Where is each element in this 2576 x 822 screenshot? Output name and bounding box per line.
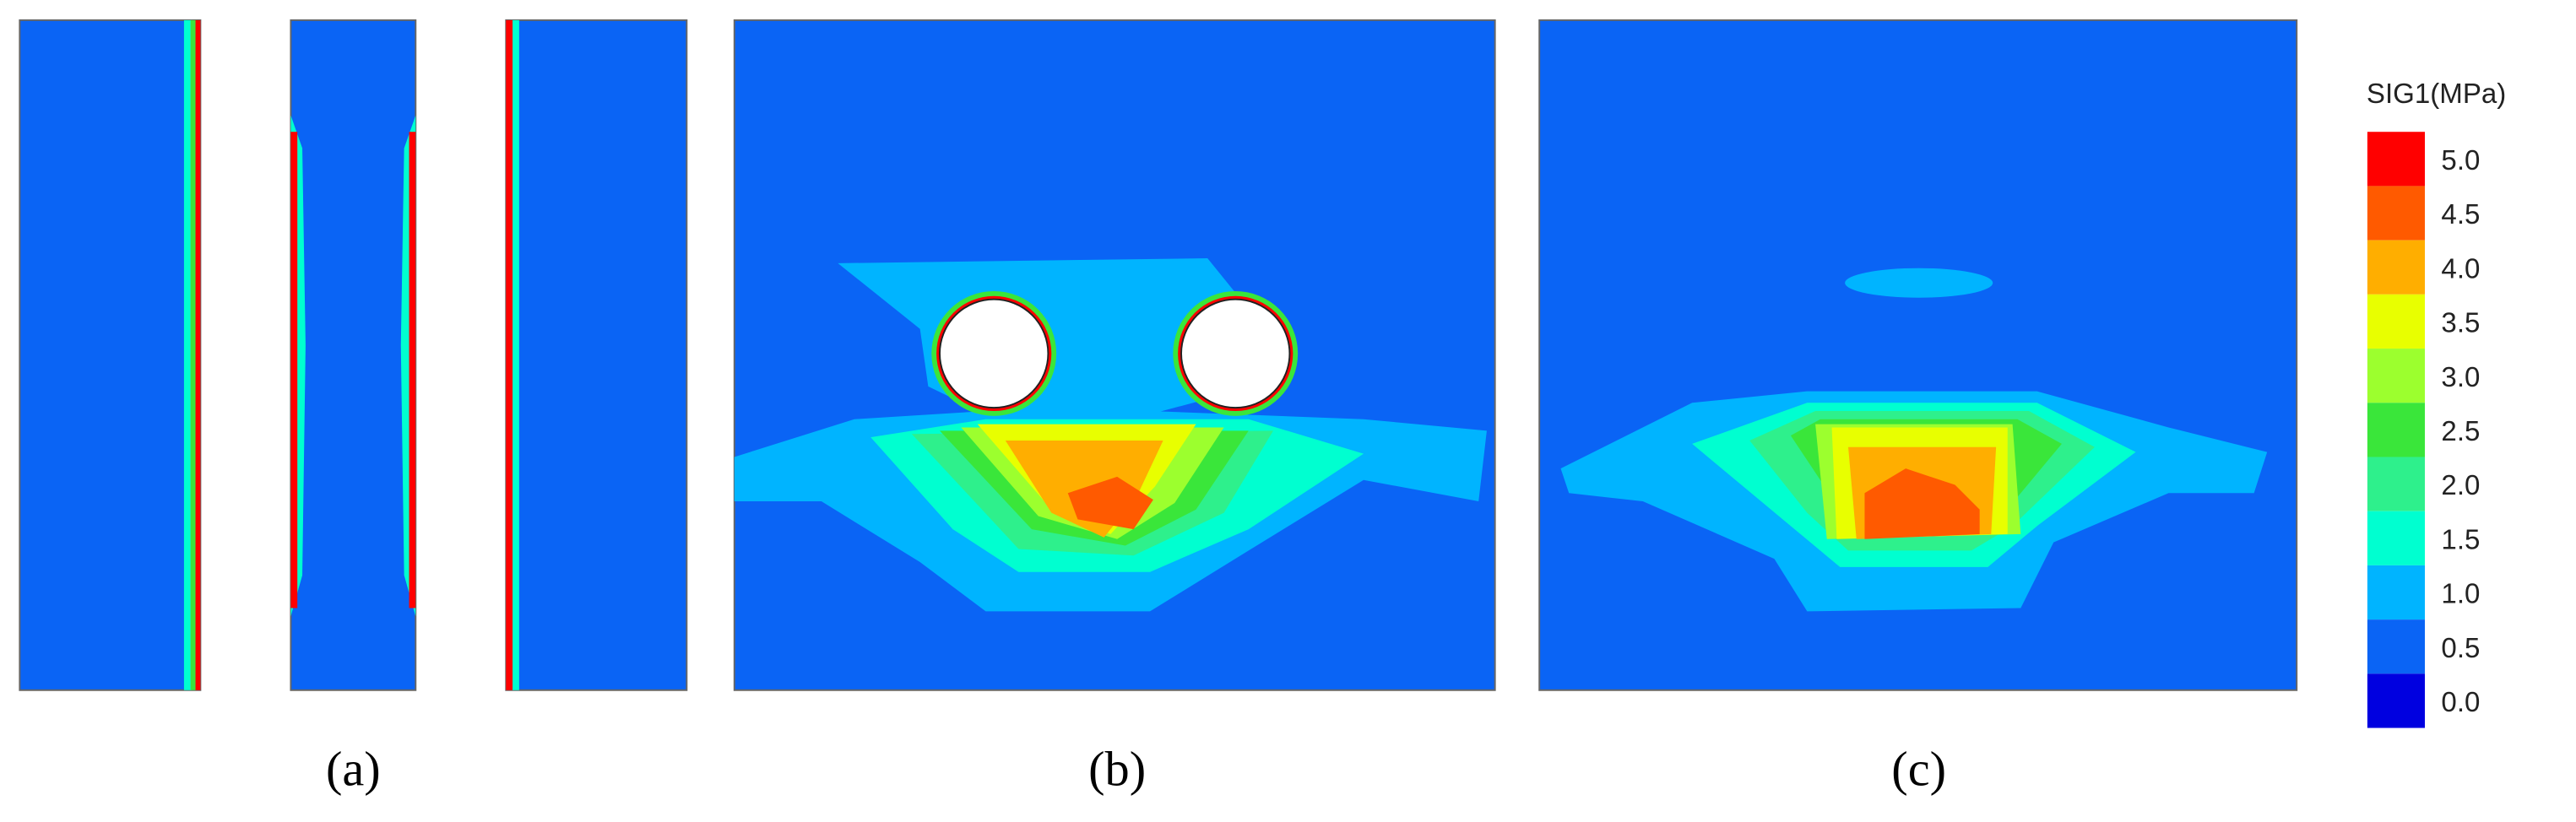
legend-label: 4.0 — [2441, 253, 2480, 284]
panel-label: (b) — [1088, 742, 1146, 797]
legend-label: 5.0 — [2441, 145, 2480, 176]
panel-label: (c) — [1891, 742, 1946, 797]
legend-swatch — [2367, 457, 2425, 511]
legend-swatch — [2367, 294, 2425, 349]
panel-label: (a) — [326, 742, 381, 797]
legend-swatch — [2367, 511, 2425, 565]
legend-label: 3.5 — [2441, 308, 2480, 339]
panel-b-plot — [733, 19, 1496, 691]
legend-swatch — [2367, 349, 2425, 403]
legend-label: 2.0 — [2441, 470, 2480, 501]
panel-a-plot — [19, 19, 688, 691]
legend-swatch — [2367, 619, 2425, 674]
legend: SIG1(MPa) 5.0 4.5 4.0 3.5 3.0 2.5 2.0 1.5 1.0 0.5… — [2367, 78, 2506, 728]
legend-swatch — [2367, 565, 2425, 620]
legend-label: 4.5 — [2441, 199, 2480, 230]
panel-c-plot — [1538, 19, 2298, 691]
legend-title: SIG1(MPa) — [2367, 78, 2506, 110]
legend-label: 1.5 — [2441, 524, 2480, 555]
legend-swatch — [2367, 132, 2425, 187]
legend-label: 0.5 — [2441, 633, 2480, 664]
legend-swatch — [2367, 240, 2425, 295]
legend-label: 2.5 — [2441, 416, 2480, 447]
legend-swatch — [2367, 673, 2425, 728]
legend-label: 0.0 — [2441, 687, 2480, 718]
legend-swatch — [2367, 186, 2425, 241]
legend-swatch — [2367, 403, 2425, 457]
legend-label: 1.0 — [2441, 579, 2480, 610]
legend-label: 3.0 — [2441, 362, 2480, 393]
